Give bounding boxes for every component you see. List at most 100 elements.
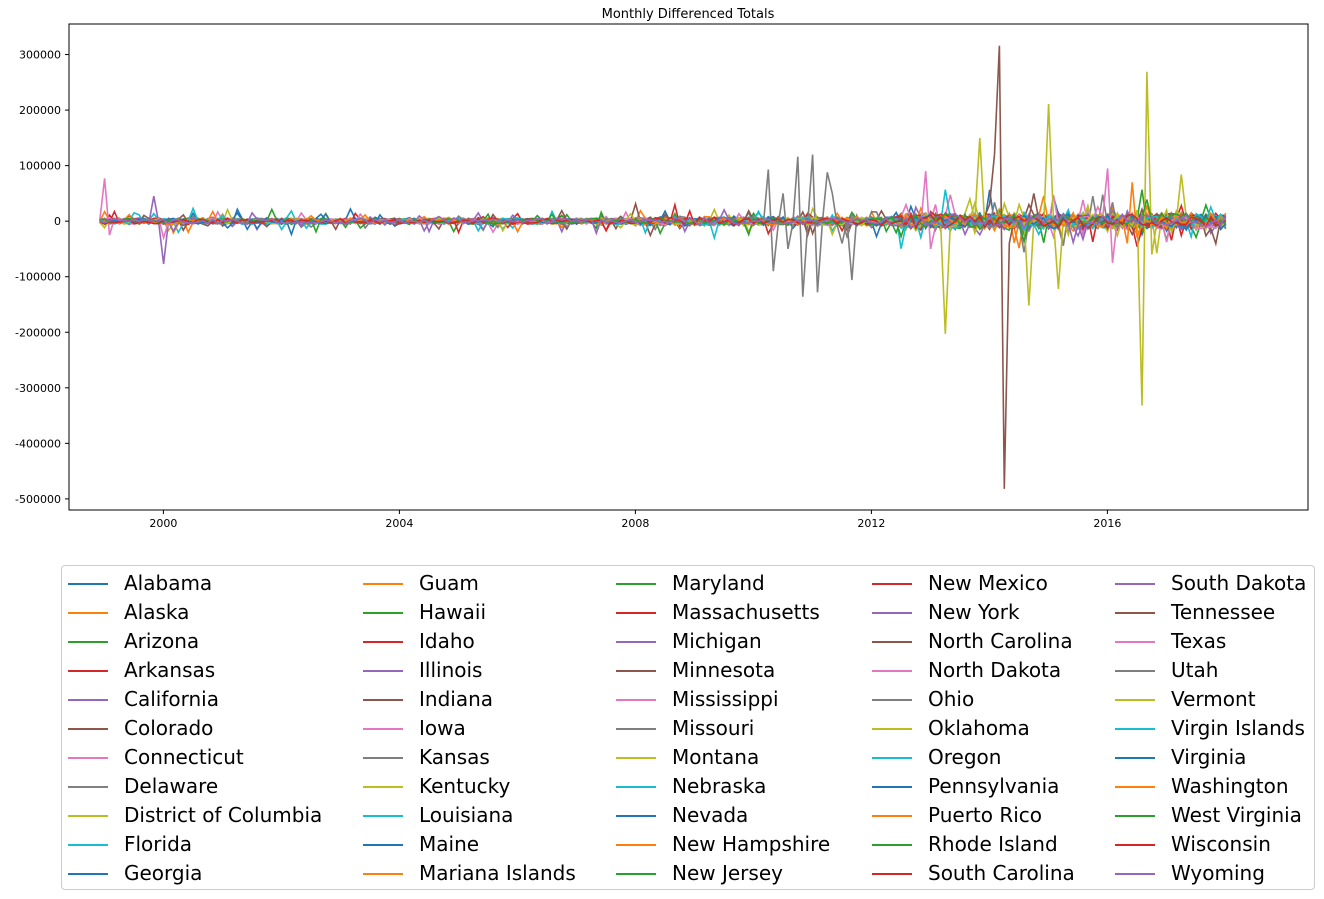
x-tick-label: 2012 <box>857 517 885 530</box>
legend-swatch <box>68 612 108 614</box>
legend-label: Massachusetts <box>672 600 820 624</box>
legend-swatch <box>363 699 403 701</box>
legend-label: New Jersey <box>672 861 783 885</box>
legend-label: Hawaii <box>419 600 487 624</box>
legend-label: Vermont <box>1171 687 1256 711</box>
legend-label: Alabama <box>124 571 213 595</box>
legend-swatch <box>872 699 912 701</box>
legend-swatch <box>616 699 656 701</box>
line-chart: Monthly Differenced Totals 2000 2004 2008 2… <box>15 7 1309 530</box>
y-tick-label: -100000 <box>15 271 61 284</box>
legend-swatch <box>616 757 656 759</box>
legend-swatch <box>616 728 656 730</box>
legend-swatch <box>616 583 656 585</box>
legend-swatch <box>872 612 912 614</box>
legend-label: South Dakota <box>1171 571 1307 595</box>
legend-swatch <box>872 583 912 585</box>
y-tick-label: 100000 <box>19 160 61 173</box>
legend-swatch <box>872 670 912 672</box>
legend-swatch <box>363 786 403 788</box>
legend-label: Guam <box>419 571 479 595</box>
legend-label: Louisiana <box>419 803 514 827</box>
legend-label: Missouri <box>672 716 755 740</box>
legend-swatch <box>872 786 912 788</box>
legend-label: Tennessee <box>1171 600 1276 624</box>
legend-label: Kansas <box>419 745 490 769</box>
legend-swatch <box>616 815 656 817</box>
y-tick-label: -400000 <box>15 437 61 450</box>
x-tick-label: 2000 <box>149 517 177 530</box>
legend-label: Nevada <box>672 803 749 827</box>
legend-label: Oklahoma <box>928 716 1030 740</box>
legend-swatch <box>1115 670 1155 672</box>
legend-swatch <box>68 699 108 701</box>
y-tick-label: 0 <box>54 215 61 228</box>
legend-label: Minnesota <box>672 658 776 682</box>
legend-label: Texas <box>1171 629 1227 653</box>
legend-label: West Virginia <box>1171 803 1302 827</box>
legend-swatch <box>872 844 912 846</box>
legend-label: Ohio <box>928 687 975 711</box>
legend-swatch <box>872 757 912 759</box>
legend-label: Wyoming <box>1171 861 1265 885</box>
legend-swatch <box>616 641 656 643</box>
legend-label: Michigan <box>672 629 762 653</box>
legend-swatch <box>68 873 108 875</box>
legend-swatch <box>616 670 656 672</box>
y-tick-label: 200000 <box>19 104 61 117</box>
legend-swatch <box>363 815 403 817</box>
legend-swatch <box>1115 873 1155 875</box>
legend-swatch <box>363 641 403 643</box>
legend-swatch <box>1115 641 1155 643</box>
legend-swatch <box>68 728 108 730</box>
chart-title: Monthly Differenced Totals <box>602 7 775 22</box>
legend-label: New Mexico <box>928 571 1048 595</box>
series-line-vermont <box>99 71 1226 406</box>
legend-swatch <box>872 815 912 817</box>
legend-label: Iowa <box>419 716 466 740</box>
legend-label: New York <box>928 600 1020 624</box>
legend-label: South Carolina <box>928 861 1075 885</box>
legend-label: Maine <box>419 832 480 856</box>
legend-label: Nebraska <box>672 774 767 798</box>
legend-label: Washington <box>1171 774 1289 798</box>
legend-swatch <box>68 670 108 672</box>
x-axis: 2000 2004 2008 2012 2016 <box>149 510 1121 530</box>
legend-swatch <box>68 583 108 585</box>
legend: Alabama Alaska Arizona Arkansas California Co… <box>61 565 1315 890</box>
legend-label: District of Columbia <box>124 803 323 827</box>
legend-label: California <box>124 687 219 711</box>
legend-swatch <box>68 641 108 643</box>
x-tick-label: 2004 <box>385 517 413 530</box>
x-tick-label: 2008 <box>621 517 649 530</box>
x-tick-label: 2016 <box>1093 517 1121 530</box>
legend-label: Utah <box>1171 658 1219 682</box>
series-layer <box>98 45 1227 489</box>
legend-label: Oregon <box>928 745 1002 769</box>
legend-swatch <box>363 757 403 759</box>
y-tick-label: -200000 <box>15 326 61 339</box>
legend-label: Maryland <box>672 571 765 595</box>
legend-swatch <box>363 728 403 730</box>
legend-swatch <box>616 873 656 875</box>
series-line-wyoming <box>99 208 1227 246</box>
legend-label: Georgia <box>124 861 203 885</box>
series-line-wisconsin <box>99 208 1227 233</box>
legend-swatch <box>1115 815 1155 817</box>
legend-label: Indiana <box>419 687 494 711</box>
legend-swatch <box>1115 583 1155 585</box>
legend-swatch <box>68 757 108 759</box>
legend-swatch <box>872 641 912 643</box>
legend-label: Delaware <box>124 774 219 798</box>
legend-label: North Dakota <box>928 658 1062 682</box>
legend-label: Idaho <box>419 629 475 653</box>
legend-swatch <box>1115 786 1155 788</box>
legend-swatch <box>872 728 912 730</box>
legend-swatch <box>1115 612 1155 614</box>
legend-swatch <box>363 583 403 585</box>
legend-label: Montana <box>672 745 760 769</box>
y-tick-label: 300000 <box>19 49 61 62</box>
legend-label: Alaska <box>124 600 190 624</box>
legend-label: Virgin Islands <box>1171 716 1305 740</box>
y-axis: 300000 200000 100000 0 -100000 -200000 -300000… <box>15 49 69 506</box>
